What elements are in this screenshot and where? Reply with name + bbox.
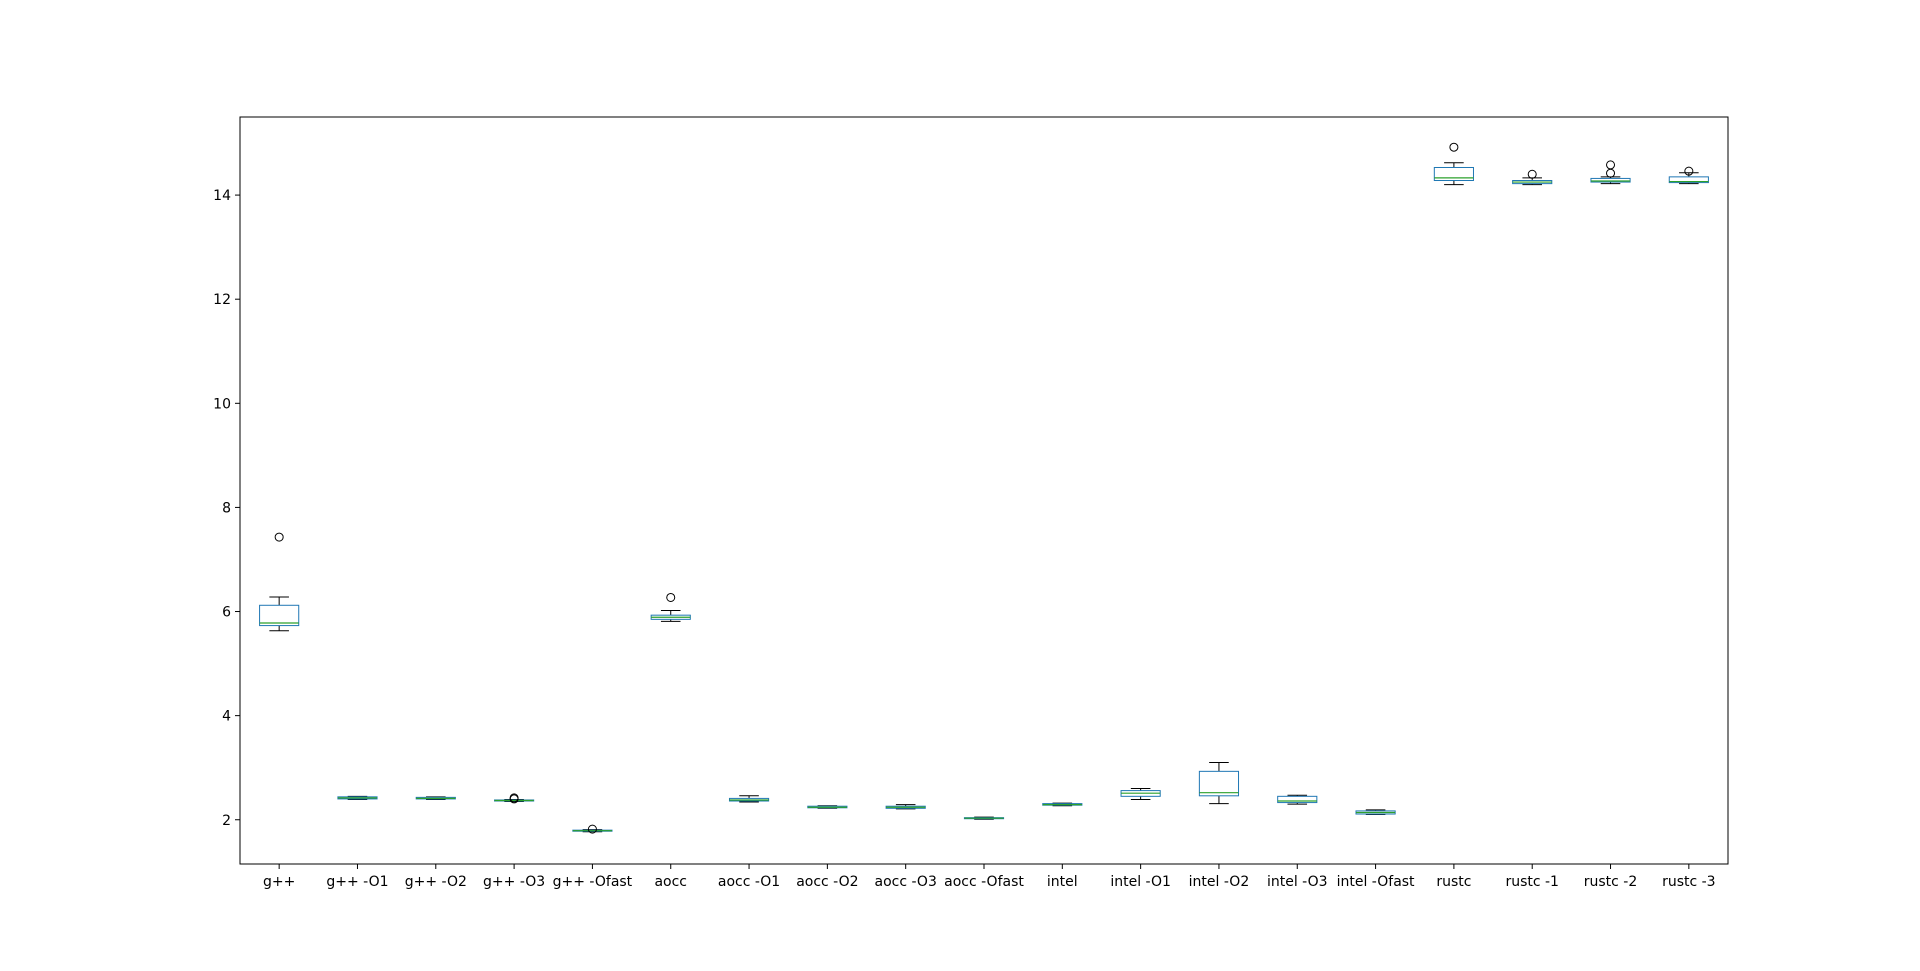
y-tick-label: 10	[213, 396, 231, 412]
plot-area: 2 4 6 8 10 12 14 g++ g++ -O1 g++ -O2 g++ -O3 g++ -O…	[213, 142, 1716, 890]
y-tick-label: 12	[213, 292, 231, 308]
x-tick-label: rustc	[1436, 874, 1471, 890]
x-tick-label: intel -O3	[1267, 874, 1328, 890]
outlier-point	[1684, 166, 1694, 176]
y-tick-label: 14	[213, 188, 231, 204]
x-tick-label: g++ -O1	[326, 874, 388, 890]
y-tick-label: 8	[222, 500, 231, 516]
x-tick-label: aocc	[654, 874, 687, 890]
x-tick-label: intel -Ofast	[1337, 874, 1415, 890]
x-tick-label: intel	[1047, 874, 1078, 890]
x-tick-label: g++ -O3	[483, 874, 545, 890]
x-tick-label: rustc -1	[1505, 874, 1559, 890]
x-tick-label: rustc -3	[1662, 874, 1716, 890]
x-tick-label: intel -O1	[1110, 874, 1171, 890]
box	[1198, 770, 1240, 797]
outlier-point	[509, 793, 519, 803]
x-tick-label: g++	[263, 874, 295, 890]
x-tick-label: aocc -O3	[875, 874, 937, 890]
x-tick-label: aocc -O1	[718, 874, 780, 890]
box	[1668, 176, 1709, 184]
outlier-point	[274, 532, 284, 542]
x-tick-label: aocc -Ofast	[944, 874, 1024, 890]
y-tick-label: 6	[222, 605, 231, 621]
x-tick-label: aocc -O2	[796, 874, 858, 890]
y-tick-label: 4	[222, 709, 231, 725]
axes-frame	[239, 116, 1729, 865]
box	[1433, 166, 1474, 182]
box	[1277, 795, 1318, 804]
outlier-point	[587, 824, 597, 834]
outlier-point	[1527, 169, 1537, 179]
x-tick-label: intel -O2	[1189, 874, 1250, 890]
outlier-point	[1449, 142, 1459, 152]
y-tick-label: 2	[222, 813, 231, 829]
x-tick-label: g++ -O2	[405, 874, 467, 890]
x-tick-label: rustc -2	[1584, 874, 1638, 890]
outlier-point	[666, 592, 676, 602]
box	[1590, 177, 1631, 183]
box	[259, 604, 300, 627]
x-tick-label: g++ -Ofast	[553, 874, 633, 890]
outlier-point	[1606, 160, 1616, 170]
